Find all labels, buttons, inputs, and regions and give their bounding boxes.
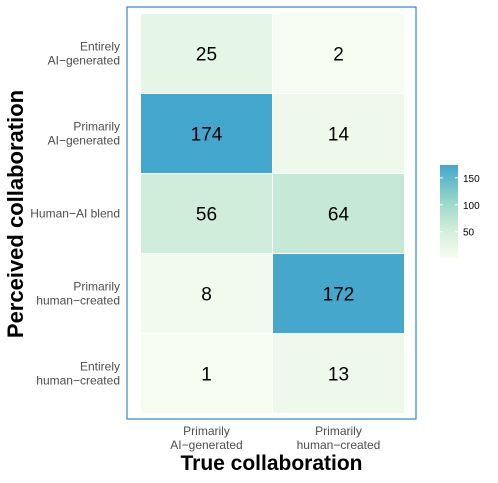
colorbar-tick-label: 150 (463, 174, 480, 185)
x-tick-label: Primarily AI−generated (170, 424, 242, 452)
cell-value-label: 1 (201, 365, 212, 386)
y-tick-label: Human−AI blend (30, 207, 120, 221)
cell-value-label: 64 (328, 205, 350, 226)
heatmap-cell (273, 94, 404, 173)
cell-value-label: 172 (323, 285, 355, 306)
cell-value-label: 14 (328, 125, 350, 146)
cell-value-label: 8 (201, 285, 212, 306)
cell-value-label: 2 (333, 45, 344, 66)
heatmap-cell (141, 254, 272, 333)
heatmap-cell (273, 14, 404, 93)
y-tick-label: Primarily AI−generated (48, 120, 120, 148)
cell-value-label: 13 (328, 365, 349, 386)
colorbar (440, 165, 458, 258)
heatmap-cell (273, 334, 404, 413)
x-axis-title: True collaboration (180, 452, 363, 475)
y-tick-label: Entirely AI−generated (48, 40, 120, 68)
plot-panel-border (126, 6, 417, 420)
x-tick-labels: Primarily AI−generated Primarily human−crea… (170, 424, 380, 452)
colorbar-ticks: 50 100 150 (440, 174, 480, 239)
colorbar-tick-label: 50 (463, 228, 475, 239)
x-tick-label: Primarily human−created (297, 424, 381, 452)
heatmap-cell (273, 174, 404, 253)
heatmap-cells (141, 14, 404, 413)
cell-value-label: 56 (196, 205, 217, 226)
heatmap-cell (141, 14, 272, 93)
y-tick-label: Primarily human−created (36, 280, 120, 308)
heatmap-cell (141, 94, 272, 173)
y-tick-label: Entirely human−created (36, 360, 120, 388)
cell-value-label: 174 (191, 125, 223, 146)
heatmap-cell (141, 334, 272, 413)
y-tick-labels: Entirely AI−generated Primarily AI−generate… (30, 40, 120, 388)
heatmap-cell-labels: 25 2 174 14 56 64 8 172 1 13 (191, 45, 355, 386)
heatmap-cell (141, 174, 272, 253)
heatmap-cell (273, 254, 404, 333)
cell-value-label: 25 (196, 45, 217, 66)
colorbar-tick-label: 100 (463, 201, 480, 212)
